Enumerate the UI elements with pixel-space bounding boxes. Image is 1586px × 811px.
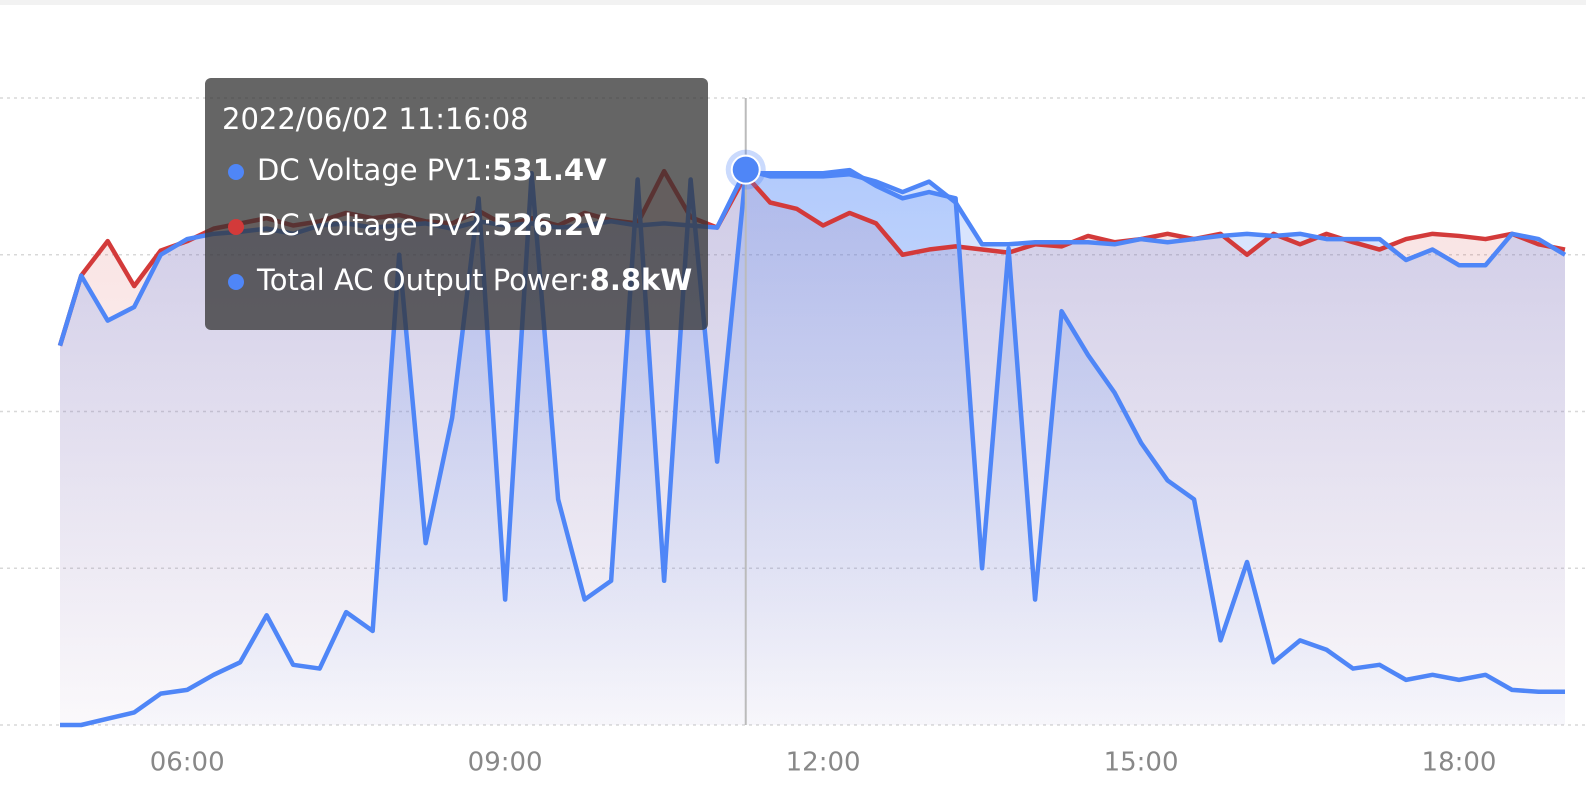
- tooltip-label: Total AC Output Power:: [256, 263, 590, 297]
- tooltip-label: DC Voltage PV1:: [257, 153, 492, 187]
- legend-dot: [228, 219, 244, 235]
- tooltip-value: 531.4V: [492, 153, 607, 187]
- x-tick-label: 09:00: [468, 748, 543, 778]
- area: [60, 170, 1565, 726]
- tooltip-value: 8.8kW: [590, 263, 693, 297]
- hover-point: [730, 154, 761, 185]
- tooltip-label: DC Voltage PV2:: [257, 208, 492, 242]
- tooltip-item: DC Voltage PV2:526.2V: [257, 208, 607, 242]
- tooltip-value: 526.2V: [492, 208, 607, 242]
- series-line: [60, 167, 1565, 728]
- x-tick-label: 15:00: [1104, 748, 1179, 778]
- legend-dot: [228, 164, 244, 180]
- tooltip: 2022/06/02 11:16:08 DC Voltage PV1:531.4V…: [205, 78, 708, 330]
- legend-dot: [228, 274, 244, 290]
- x-tick-label: 06:00: [150, 748, 225, 778]
- top-band: [0, 0, 1586, 5]
- tooltip-box: [205, 78, 708, 330]
- tooltip-item: Total AC Output Power:8.8kW: [256, 263, 692, 297]
- tooltip-item: DC Voltage PV1:531.4V: [257, 153, 607, 187]
- tooltip-title: 2022/06/02 11:16:08: [222, 102, 529, 136]
- x-tick-label: 18:00: [1422, 748, 1497, 778]
- x-tick-label: 12:00: [786, 748, 861, 778]
